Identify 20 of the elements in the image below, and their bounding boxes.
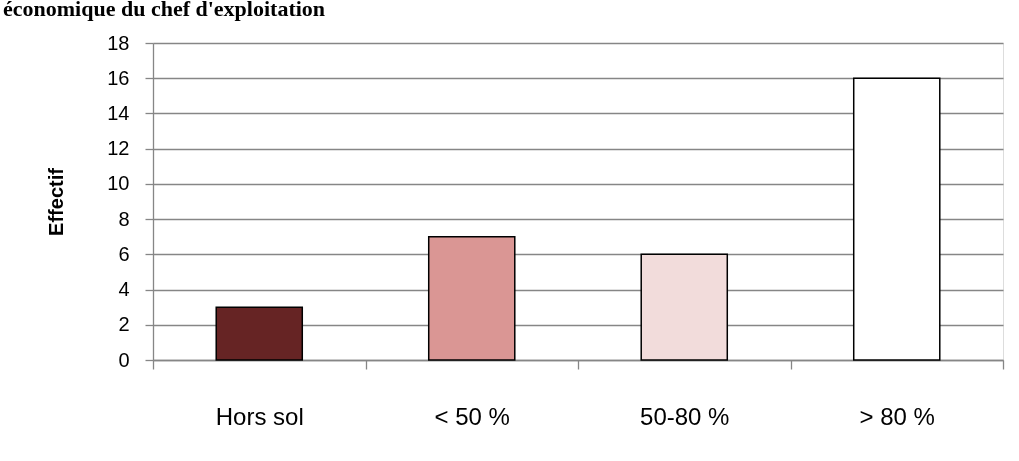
y-tick-label: 6 [118, 242, 130, 265]
x-tick-label: > 80 % [859, 402, 935, 430]
y-tick-label: 4 [118, 278, 130, 301]
bar [852, 77, 941, 361]
x-tick-label: 50-80 % [640, 402, 730, 430]
x-tick-label: < 50 % [434, 402, 510, 430]
y-tick-label: 14 [107, 101, 130, 124]
bar [427, 235, 516, 361]
y-tick-label: 12 [107, 137, 130, 160]
y-tick-label: 0 [118, 348, 130, 371]
y-tick-label: 2 [118, 313, 130, 336]
bar [640, 253, 729, 361]
chart-title: économique du chef d'exploitation [3, 0, 326, 21]
y-tick-label: 8 [118, 207, 130, 230]
y-tick-label: 10 [107, 172, 130, 195]
y-tick-label: 16 [107, 66, 130, 89]
x-tick-label: Hors sol [215, 402, 304, 430]
bar [215, 306, 304, 361]
y-axis-title: Effectif [45, 167, 68, 236]
y-tick-label: 18 [107, 31, 130, 54]
